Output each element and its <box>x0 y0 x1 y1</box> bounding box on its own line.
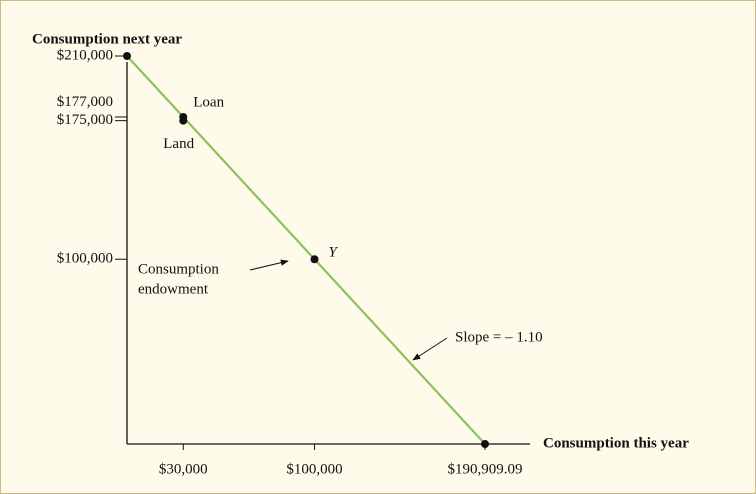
x-tick-label: $190,909.09 <box>448 461 523 477</box>
point-label: Land <box>163 136 194 152</box>
point <box>123 52 131 60</box>
annotation: Consumption <box>138 261 219 277</box>
x-tick-label: $30,000 <box>159 461 208 477</box>
y-tick-label: $175,000 <box>57 112 113 128</box>
y-tick-label: $210,000 <box>57 47 113 63</box>
point-label: Y <box>329 245 339 261</box>
annotation-arrow <box>249 259 289 271</box>
x-axis-title: Consumption this year <box>543 435 689 451</box>
y-tick-label: $177,000 <box>57 94 113 110</box>
annotation: endowment <box>138 281 209 297</box>
y-tick-label: $100,000 <box>57 251 113 267</box>
point <box>310 255 319 264</box>
x-tick-label: $100,000 <box>286 461 342 477</box>
y-axis-title: Consumption next year <box>32 31 182 47</box>
point <box>179 116 188 125</box>
point-label: Loan <box>193 94 224 110</box>
annotation-arrow <box>412 337 448 361</box>
annotation: Slope = – 1.10 <box>455 329 543 345</box>
point <box>481 440 489 448</box>
